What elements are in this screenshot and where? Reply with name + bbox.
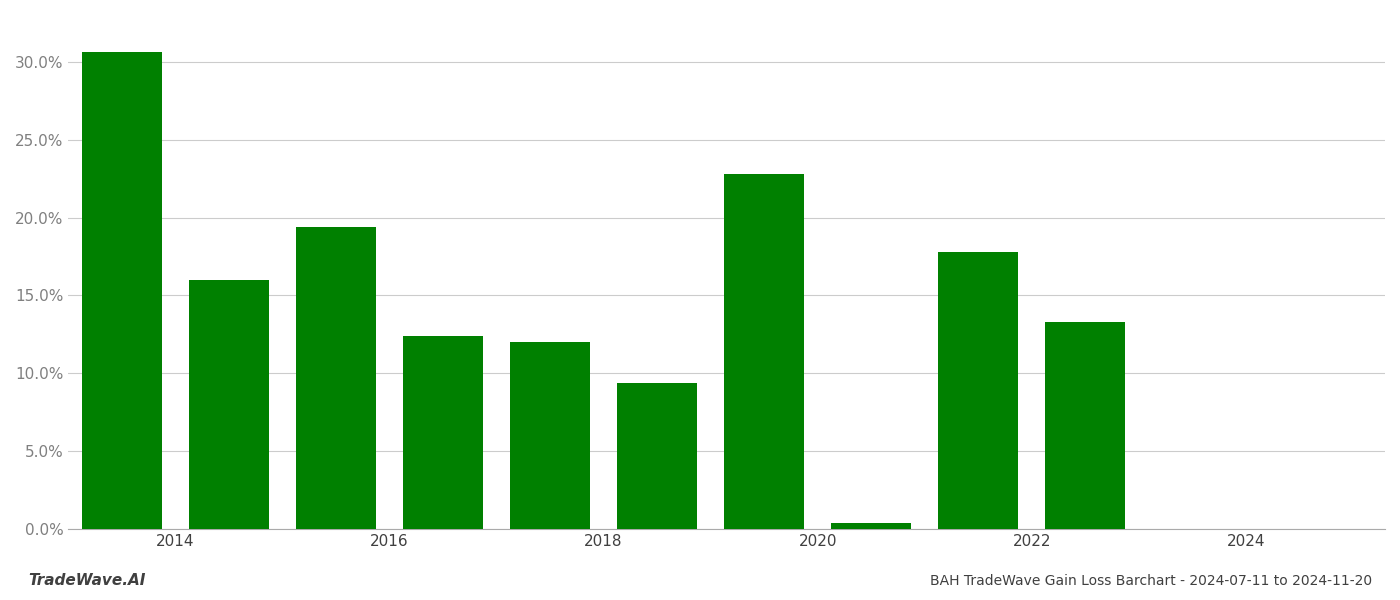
Bar: [295, 227, 377, 529]
Bar: [724, 174, 804, 529]
Bar: [81, 52, 162, 529]
Bar: [1046, 322, 1126, 529]
Text: TradeWave.AI: TradeWave.AI: [28, 573, 146, 588]
Bar: [510, 342, 591, 529]
Bar: [832, 523, 911, 529]
Bar: [938, 252, 1018, 529]
Bar: [403, 336, 483, 529]
Bar: [189, 280, 269, 529]
Bar: [617, 383, 697, 529]
Text: BAH TradeWave Gain Loss Barchart - 2024-07-11 to 2024-11-20: BAH TradeWave Gain Loss Barchart - 2024-…: [930, 574, 1372, 588]
